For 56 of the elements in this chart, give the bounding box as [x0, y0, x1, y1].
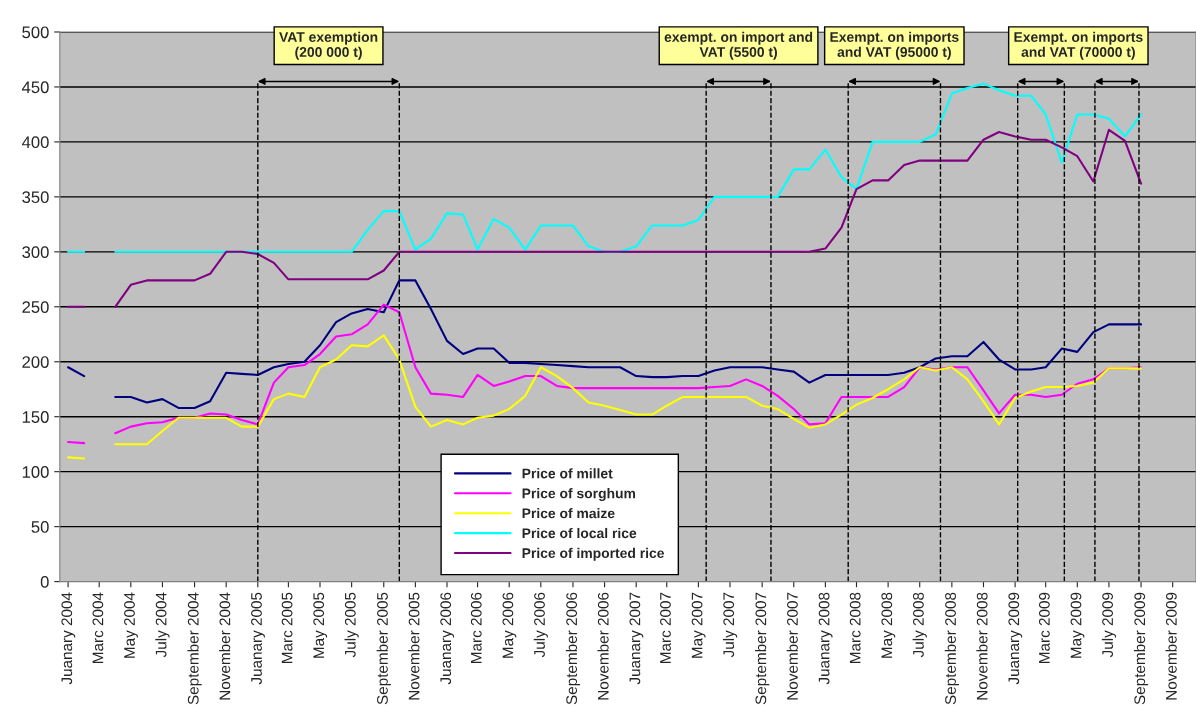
x-tick-label: July 2007 — [722, 592, 738, 658]
legend-label: Price of millet — [522, 468, 613, 479]
x-tick-label: July 2008 — [912, 592, 927, 658]
legend-label: Price of imported rice — [522, 547, 664, 561]
x-tick-label: Marc 2009 — [1038, 592, 1050, 663]
x-tick-label: September 2005 — [376, 592, 391, 705]
x-tick-label: September 2006 — [565, 592, 581, 705]
x-tick-label: November 2007 — [786, 592, 798, 700]
x-tick-label: Marc 2005 — [281, 592, 293, 663]
x-tick-label: May 2009 — [1070, 592, 1085, 658]
y-tick-label: 400 — [21, 136, 49, 149]
x-tick-label: July 2004 — [155, 592, 170, 658]
x-tick-label: Juanary 2006 — [440, 592, 455, 685]
y-tick-label: 450 — [21, 81, 49, 94]
legend-label: Price of maize — [522, 508, 615, 519]
x-tick-label: Marc 2008 — [849, 592, 861, 663]
y-tick-label: 300 — [22, 246, 49, 259]
x-tick-label: Juanary 2009 — [1008, 592, 1023, 685]
y-tick-label: 250 — [22, 301, 49, 313]
x-tick-label: July 2009 — [1101, 592, 1117, 658]
x-tick-label: September 2004 — [187, 592, 202, 705]
annotation: Exempt. on imports and VAT (70000 t) — [1014, 31, 1143, 60]
x-tick-label: May 2005 — [313, 592, 328, 658]
legend-label: Price of local rice — [522, 527, 637, 539]
y-tick-label: 500 — [22, 26, 49, 39]
x-tick-label: Juanary 2007 — [629, 592, 644, 685]
annotation: exempt. on import and VAT (5500 t) — [664, 31, 813, 60]
x-tick-label: November 2009 — [1165, 592, 1177, 700]
x-tick-label: Marc 2004 — [92, 592, 104, 663]
x-tick-label: Marc 2006 — [470, 592, 482, 663]
x-tick-label: September 2009 — [1133, 592, 1149, 705]
x-tick-label: November 2004 — [219, 592, 231, 700]
x-tick-label: May 2004 — [124, 592, 138, 658]
y-tick-label: 100 — [22, 466, 49, 478]
y-tick-label: 50 — [31, 521, 49, 533]
y-tick-label: 200 — [22, 356, 49, 368]
x-tick-label: September 2008 — [944, 592, 959, 705]
x-tick-label: Juanary 2008 — [818, 592, 833, 685]
y-tick-label: 150 — [22, 411, 49, 423]
x-tick-label: Juanary 2004 — [61, 592, 76, 685]
x-tick-label: November 2008 — [976, 592, 988, 700]
x-tick-label: July 2006 — [533, 592, 548, 658]
y-tick-label: 0 — [40, 576, 49, 588]
x-tick-label: May 2006 — [502, 592, 517, 658]
annotation: VAT exemption (200 000 t) — [279, 31, 378, 60]
x-tick-label: November 2005 — [408, 592, 420, 700]
x-tick-label: July 2005 — [344, 592, 359, 658]
annotation: Exempt. on imports and VAT (95000 t) — [830, 31, 959, 60]
x-tick-label: September 2007 — [755, 592, 770, 705]
legend-label: Price of sorghum — [522, 488, 636, 502]
y-tick-label: 350 — [22, 191, 49, 204]
x-tick-label: May 2007 — [691, 592, 706, 658]
x-tick-label: Marc 2007 — [660, 592, 671, 663]
x-tick-label: Juanary 2005 — [251, 592, 265, 685]
x-tick-label: November 2006 — [597, 592, 609, 700]
x-tick-label: May 2008 — [881, 592, 896, 658]
